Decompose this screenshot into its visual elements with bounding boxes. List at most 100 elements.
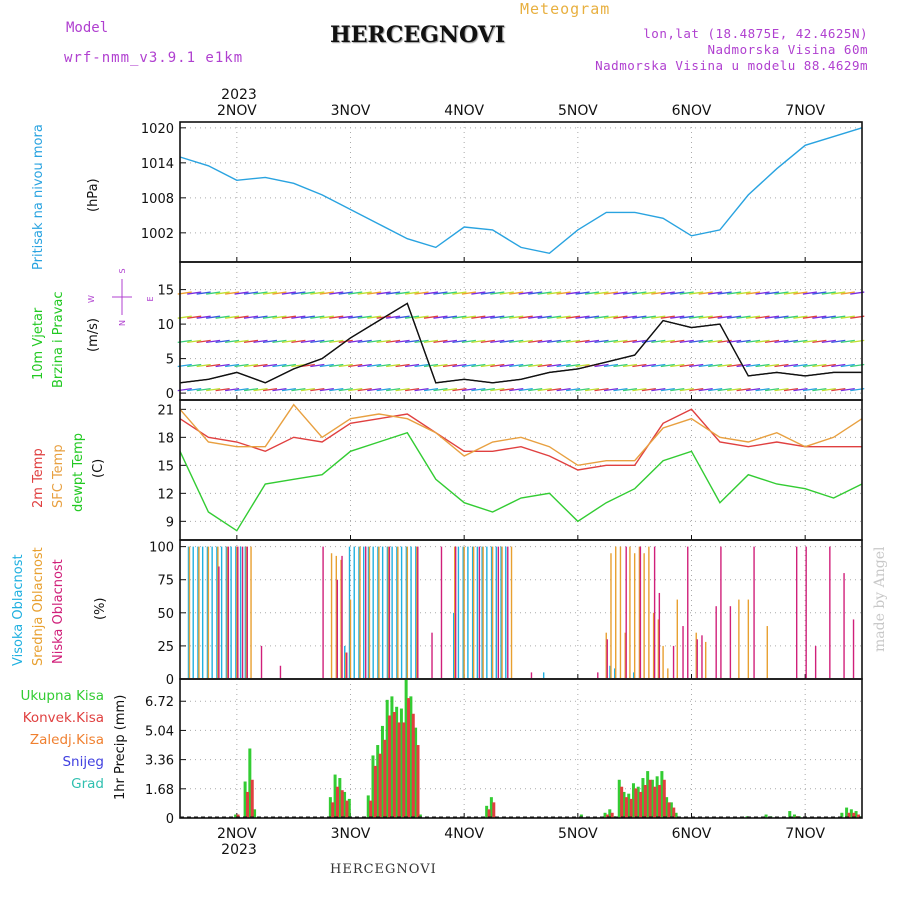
wind-arrow — [196, 339, 211, 343]
wind-arrow — [215, 339, 230, 343]
wind-arrow — [708, 388, 723, 392]
wind-arrow — [727, 388, 742, 392]
wind-arrow — [243, 363, 259, 368]
wind-arrow — [262, 363, 278, 368]
wind-arrow — [764, 291, 780, 295]
wind-arrow — [215, 315, 230, 319]
precip-bar — [489, 797, 493, 818]
wind-arrow — [461, 315, 476, 319]
wind-arrow — [547, 363, 562, 368]
wind-arrow — [329, 388, 344, 392]
wind-arrow — [367, 291, 382, 295]
panel-frame — [179, 121, 863, 263]
wind-arrow — [566, 388, 581, 392]
wind-arrow — [670, 363, 685, 368]
precip-bar — [658, 784, 662, 818]
y-tick-label: 6.72 — [145, 695, 174, 710]
wind-arrow — [689, 339, 704, 343]
wind-arrow — [490, 339, 505, 343]
wind-arrow — [196, 315, 211, 319]
top-day-label: 4NOV — [444, 103, 484, 119]
wind-arrow — [812, 388, 827, 392]
wind-arrow — [745, 291, 761, 295]
wind-arrow — [556, 363, 571, 368]
top-day-label: 7NOV — [785, 103, 825, 119]
precip-bar — [253, 809, 257, 818]
wind-arrow — [499, 315, 514, 319]
precip-bar — [399, 708, 403, 818]
wind-arrow — [708, 315, 723, 319]
wind-arrow — [594, 339, 609, 343]
wind-arrow — [698, 339, 713, 343]
top-axis-year: 2023 — [221, 87, 257, 103]
wind-arrow — [452, 291, 467, 295]
precip-bar — [653, 786, 657, 818]
wind-arrow — [338, 388, 353, 392]
wind-arrow — [206, 363, 221, 368]
wind-arrow — [225, 291, 240, 295]
wind-arrow — [727, 315, 742, 319]
wind-arrow — [215, 363, 230, 368]
wind-arrow — [376, 388, 391, 392]
series-line-sfc-temp — [179, 403, 863, 467]
precip-bar — [418, 814, 422, 818]
temp-label-1: 2m Temp — [31, 448, 46, 508]
wind-arrow — [281, 339, 297, 343]
precip-bar — [376, 745, 380, 818]
wind-arrow — [243, 291, 259, 295]
compass-rose-icon: W N S E — [87, 268, 155, 326]
wind-arrow — [793, 363, 808, 368]
bottom-axis-year: 2023 — [221, 842, 257, 858]
precip-bar — [764, 814, 768, 818]
wind-arrow — [528, 339, 543, 343]
wind-arrow — [518, 339, 533, 343]
precip-bar — [234, 814, 238, 818]
wind-arrow — [329, 291, 344, 295]
wind-arrow — [783, 363, 799, 368]
wind-arrow — [348, 315, 363, 319]
wind-arrow — [442, 363, 458, 368]
wind-arrow — [670, 339, 685, 343]
wind-arrow — [490, 388, 505, 392]
precip-bar — [845, 807, 849, 818]
wind-arrow — [442, 339, 458, 343]
wind-arrow — [253, 339, 268, 343]
wind-arrow — [423, 363, 439, 368]
wind-arrow — [537, 339, 552, 343]
wind-arrow — [433, 315, 448, 319]
wind-arrow — [613, 291, 628, 295]
wind-arrow — [774, 315, 789, 319]
precip-bar — [788, 811, 792, 818]
wind-arrow — [414, 388, 429, 392]
wind-arrow — [594, 315, 609, 319]
precip-bar — [648, 779, 652, 818]
bottom-day-label: 4NOV — [444, 826, 484, 842]
y-tick-label: 21 — [157, 403, 174, 418]
wind-arrow — [821, 388, 836, 392]
wind-arrow — [783, 291, 799, 295]
precip-bar — [343, 791, 347, 818]
y-tick-label: 0 — [166, 673, 174, 688]
lonlat-info: lon,lat (18.4875E, 42.4625N) — [643, 26, 868, 41]
precip-bar — [371, 755, 375, 818]
precip-bar — [603, 812, 607, 818]
precip-bar — [849, 809, 853, 818]
wind-arrow — [689, 315, 704, 319]
wind-arrow — [423, 291, 439, 295]
wind-arrow — [234, 363, 249, 368]
wind-arrow — [262, 339, 278, 343]
wind-arrow — [566, 315, 581, 319]
precip-bar — [373, 765, 377, 818]
wind-arrow — [547, 388, 562, 392]
wind-arrow — [386, 315, 401, 319]
wind-arrow — [433, 388, 448, 392]
temp-label-2: SFC Temp — [51, 444, 66, 508]
wind-arrow — [509, 339, 524, 343]
wind-arrow — [603, 339, 619, 343]
wind-arrow — [689, 291, 704, 295]
y-tick-label: 25 — [157, 640, 174, 655]
wind-arrow — [793, 315, 808, 319]
wind-arrow — [689, 363, 704, 368]
precip-bar — [407, 698, 411, 818]
wind-arrow — [281, 315, 297, 319]
